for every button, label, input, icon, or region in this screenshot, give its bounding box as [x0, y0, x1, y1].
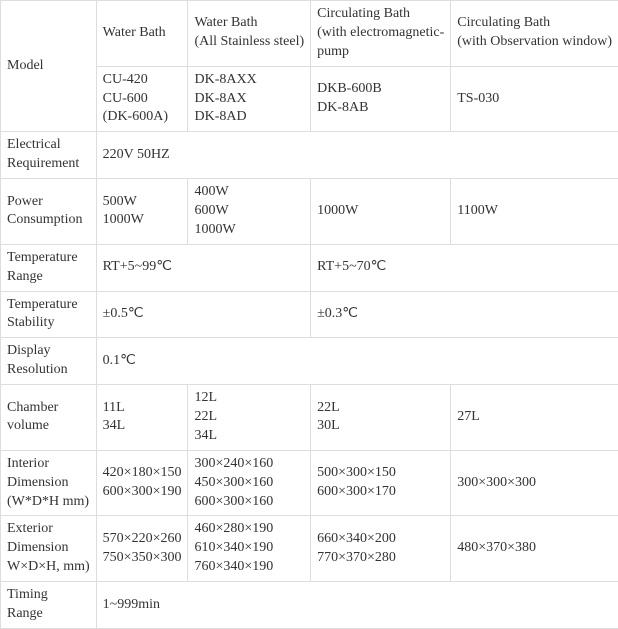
table-row: TemperatureStability ±0.5℃ ±0.3℃: [1, 291, 618, 338]
cell: 500×300×150600×300×170: [311, 450, 451, 516]
spec-table: Model Water Bath Water Bath(All Stainles…: [0, 0, 618, 629]
cell: 300×300×300: [451, 450, 618, 516]
cell: ±0.3℃: [311, 291, 618, 338]
cell: 220V 50HZ: [96, 132, 618, 179]
model-wbss: DK-8AXXDK-8AXDK-8AD: [188, 66, 311, 132]
model-cbow: TS-030: [451, 66, 618, 132]
table-wrapper: Model Water Bath Water Bath(All Stainles…: [0, 0, 618, 629]
cell: RT+5~70℃: [311, 244, 618, 291]
cell: 0.1℃: [96, 338, 618, 385]
header-model: Model: [1, 1, 97, 132]
cell: 27L: [451, 385, 618, 451]
table-row: ExteriorDimensionW×D×H, mm) 570×220×2607…: [1, 516, 618, 582]
row-label: DisplayResolution: [1, 338, 97, 385]
table-row: PowerConsumption 500W1000W 400W600W1000W…: [1, 179, 618, 245]
cell: 1000W: [311, 179, 451, 245]
model-wb: CU-420CU-600(DK-600A): [96, 66, 188, 132]
cell: 400W600W1000W: [188, 179, 311, 245]
table-row: ElectricalRequirement 220V 50HZ: [1, 132, 618, 179]
cell: RT+5~99℃: [96, 244, 310, 291]
row-label: PowerConsumption: [1, 179, 97, 245]
cell: 420×180×150600×300×190: [96, 450, 188, 516]
cell: 480×370×380: [451, 516, 618, 582]
row-label: ExteriorDimensionW×D×H, mm): [1, 516, 97, 582]
row-label: InteriorDimension(W*D*H mm): [1, 450, 97, 516]
cell: 570×220×260750×350×300: [96, 516, 188, 582]
table-row: Chambervolume 11L34L 12L22L34L 22L30L 27…: [1, 385, 618, 451]
cell: 660×340×200770×370×280: [311, 516, 451, 582]
table-row: InteriorDimension(W*D*H mm) 420×180×1506…: [1, 450, 618, 516]
cell: 1100W: [451, 179, 618, 245]
table-row: Model Water Bath Water Bath(All Stainles…: [1, 1, 618, 67]
cell: ±0.5℃: [96, 291, 310, 338]
cell: 22L30L: [311, 385, 451, 451]
cell: 12L22L34L: [188, 385, 311, 451]
cell: 460×280×190610×340×190760×340×190: [188, 516, 311, 582]
row-label: TimingRange: [1, 582, 97, 629]
row-label: ElectricalRequirement: [1, 132, 97, 179]
cell: 1~999min: [96, 582, 618, 629]
model-cbep: DKB-600BDK-8AB: [311, 66, 451, 132]
row-label: Chambervolume: [1, 385, 97, 451]
header-circ-bath-ow: Circulating Bath(with Observation window…: [451, 1, 618, 67]
row-label: TemperatureStability: [1, 291, 97, 338]
header-water-bath-ss: Water Bath(All Stainless steel): [188, 1, 311, 67]
table-row: TemperatureRange RT+5~99℃ RT+5~70℃ RT+5~…: [1, 244, 618, 291]
cell: 500W1000W: [96, 179, 188, 245]
row-label: TemperatureRange: [1, 244, 97, 291]
header-circ-bath-ep: Circulating Bath(with electromagnetic-pu…: [311, 1, 451, 67]
header-water-bath: Water Bath: [96, 1, 188, 67]
table-row: DisplayResolution 0.1℃: [1, 338, 618, 385]
table-row: TimingRange 1~999min: [1, 582, 618, 629]
cell: 11L34L: [96, 385, 188, 451]
cell: 300×240×160450×300×160600×300×160: [188, 450, 311, 516]
